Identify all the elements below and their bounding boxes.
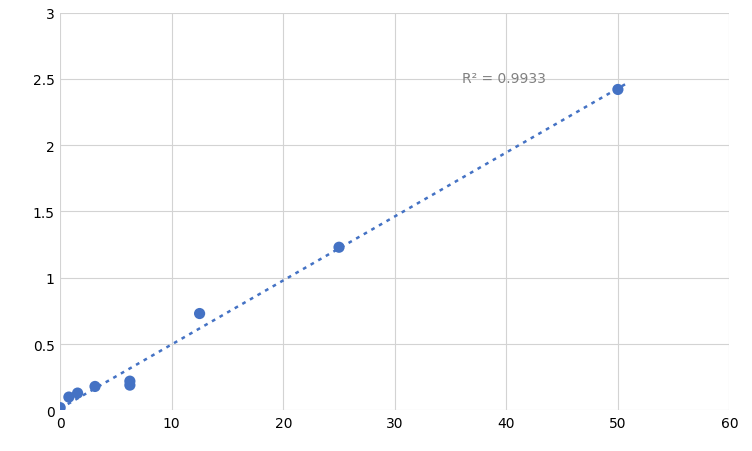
Point [124, 382, 136, 389]
Point [63, 394, 75, 401]
Point [333, 244, 345, 251]
Point [612, 87, 624, 94]
Text: R² = 0.9933: R² = 0.9933 [462, 72, 546, 86]
Point [89, 383, 101, 390]
Point [124, 377, 136, 385]
Point [193, 310, 205, 318]
Point [71, 390, 83, 397]
Point [54, 404, 66, 411]
